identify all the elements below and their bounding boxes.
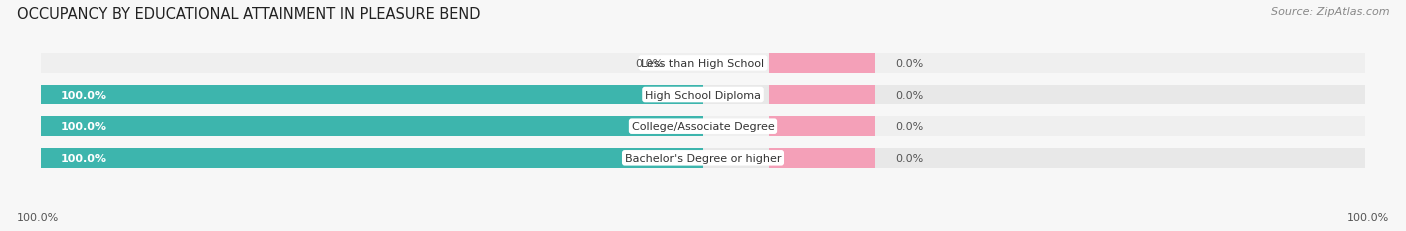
Text: 100.0%: 100.0% [60,90,107,100]
Bar [769,54,876,73]
Text: 0.0%: 0.0% [896,59,924,69]
Text: High School Diploma: High School Diploma [645,90,761,100]
Text: College/Associate Degree: College/Associate Degree [631,122,775,132]
Bar [41,85,703,105]
Text: 100.0%: 100.0% [60,153,107,163]
Legend: Owner-occupied, Renter-occupied: Owner-occupied, Renter-occupied [586,228,820,231]
Bar [769,85,876,105]
Text: OCCUPANCY BY EDUCATIONAL ATTAINMENT IN PLEASURE BEND: OCCUPANCY BY EDUCATIONAL ATTAINMENT IN P… [17,7,481,22]
Bar [41,117,1365,136]
Text: 100.0%: 100.0% [17,212,59,222]
Text: Less than High School: Less than High School [641,59,765,69]
Text: 0.0%: 0.0% [896,90,924,100]
Text: 0.0%: 0.0% [896,153,924,163]
Bar [41,117,703,136]
Text: 0.0%: 0.0% [636,59,664,69]
Bar [41,54,1365,73]
Text: 100.0%: 100.0% [1347,212,1389,222]
Bar [41,85,1365,105]
Text: 100.0%: 100.0% [60,122,107,132]
Bar [41,148,1365,168]
Text: 0.0%: 0.0% [896,122,924,132]
Text: Source: ZipAtlas.com: Source: ZipAtlas.com [1271,7,1389,17]
Bar [41,148,703,168]
Text: Bachelor's Degree or higher: Bachelor's Degree or higher [624,153,782,163]
Bar [769,117,876,136]
Bar [769,148,876,168]
